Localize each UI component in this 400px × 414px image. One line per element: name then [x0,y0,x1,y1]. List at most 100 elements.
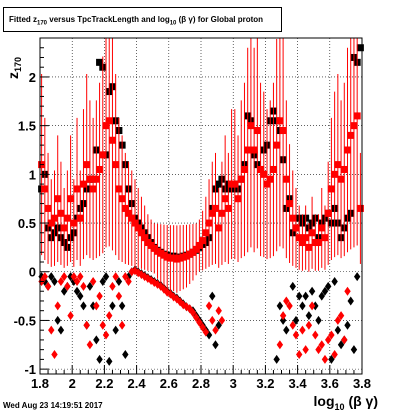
y-tick-label: 2 [29,70,36,85]
x-tick-label: 1.8 [31,376,49,391]
data-point-square [96,165,104,173]
x-tick-label: 2.2 [95,376,113,391]
data-point-diamond [212,325,219,335]
x-tick-label: 3 [230,376,237,391]
data-point-square [318,224,326,232]
data-point-diamond [64,281,71,291]
data-point-diamond [315,345,322,355]
data-point-square [231,180,239,188]
data-point-square [327,185,335,193]
data-point-square [302,234,310,242]
y-tick-label: 1.5 [18,119,36,134]
data-point-square [298,239,306,247]
data-point-diamond [334,315,342,325]
data-point-square [44,204,52,212]
data-point-diamond [115,291,123,301]
data-point-diamond [312,330,319,340]
data-point-diamond [209,315,216,325]
y-tick-label: -1 [24,362,36,377]
x-tick-label: 2.8 [192,376,210,391]
data-point-square [286,200,294,208]
x-tick-label: 2 [69,376,76,391]
data-point-diamond [51,350,58,360]
data-point-square [356,204,364,212]
data-point-square [269,165,277,173]
data-point-square [141,234,149,242]
data-point-square [208,209,216,217]
data-point-square [63,214,71,222]
data-point-diamond [106,356,113,366]
data-point-diamond [154,279,161,289]
data-point-diamond [289,281,296,291]
plot-frame: 1.8 2 2.2 2.4 2.6 2.8 3 3.2 3.4 3.6 3.8 -1 -0.5 0 0.5 1… [14,37,371,391]
data-point-square [47,219,55,227]
data-point-diamond [60,286,68,296]
data-point-diamond [212,340,219,350]
data-point-square [244,146,252,154]
data-point-diamond [312,301,319,311]
data-point-diamond [299,325,306,335]
data-point-diamond [283,325,290,335]
data-point-square [50,214,58,222]
data-point-square [125,209,133,217]
data-point-square [86,175,94,183]
data-point-diamond [73,276,81,286]
data-point-square [195,241,203,249]
data-point-diamond [308,286,316,296]
data-point-diamond [273,354,280,364]
data-point-square [292,224,300,232]
data-point-diamond [122,272,129,282]
data-point-square [350,122,358,130]
data-point-diamond [44,281,52,291]
data-point-diamond [70,276,78,286]
data-point-diamond [308,301,316,311]
data-point-square [221,195,229,203]
data-point-diamond [341,335,348,345]
data-point-diamond [96,354,103,364]
data-point-square [305,243,313,251]
data-point-diamond [86,281,94,291]
data-point-diamond [337,340,345,350]
data-point-diamond [337,311,345,321]
data-point-diamond [109,301,116,311]
data-point-square [83,161,91,169]
data-point-diamond [215,306,222,316]
data-point-square [134,224,142,232]
data-point-diamond [106,311,113,321]
data-point-square [253,127,261,135]
data-point-diamond [57,325,65,335]
data-point-diamond [160,284,168,294]
data-point-square [340,165,348,173]
data-point-diamond [279,311,287,321]
data-point-square [76,214,84,222]
data-point-diamond [331,276,338,286]
data-point-diamond [192,313,200,323]
data-point-diamond [99,320,106,330]
data-point-diamond [328,354,335,364]
data-point-diamond [347,296,354,306]
data-point-diamond [93,335,100,345]
y-tick-label: 0 [29,265,36,280]
data-markers [38,38,364,366]
data-point-diamond [54,315,61,325]
data-point-diamond [96,291,103,301]
data-point-diamond [115,276,123,286]
data-point-square [334,161,342,169]
data-point-diamond [318,340,325,350]
data-point-diamond [118,301,126,311]
data-point-diamond [147,276,155,286]
data-point-diamond [80,281,87,291]
data-point-diamond [199,322,206,332]
data-point-square [260,170,268,178]
data-point-diamond [48,325,55,335]
data-point-square [215,180,223,188]
data-point-square [99,151,107,159]
data-point-square [108,136,116,144]
data-point-diamond [344,286,351,296]
data-point-square [41,185,49,193]
data-point-diamond [305,311,313,321]
data-point-square [202,229,210,237]
grid-lines [39,38,363,374]
data-point-diamond [321,354,329,364]
x-tick-label: 3.6 [321,376,339,391]
